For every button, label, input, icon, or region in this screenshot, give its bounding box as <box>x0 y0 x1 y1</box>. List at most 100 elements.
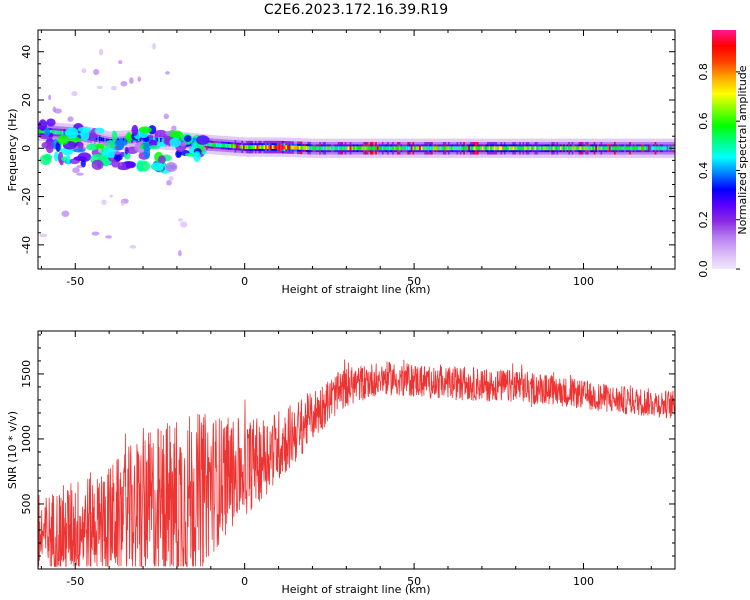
spectrogram-cell <box>305 146 308 150</box>
spectrogram-cell <box>456 146 459 151</box>
spectrogram-speckle <box>91 231 100 236</box>
spectrogram-cell <box>334 146 337 151</box>
spectrogram-blob <box>196 135 210 145</box>
spectrogram-cell <box>288 145 291 150</box>
spectrogram-cell <box>353 146 356 151</box>
spectrogram-cell <box>275 145 278 150</box>
spectrogram-cell <box>375 146 378 151</box>
spectrogram-cell <box>597 146 600 151</box>
spectrogram-speckle <box>180 221 188 228</box>
spectrogram-cell <box>476 146 479 151</box>
spectrogram-cell <box>63 131 66 135</box>
spectrogram-blob <box>77 126 92 133</box>
spectrogram-cell <box>444 146 447 151</box>
spectrogram-cell <box>586 146 589 151</box>
spectrogram-cell <box>632 146 635 151</box>
snr-xtick-label: 100 <box>573 575 594 588</box>
spectrogram-cell <box>227 143 230 148</box>
spectrogram-cell <box>100 137 103 142</box>
spectrogram-speckle <box>165 71 170 75</box>
spectrogram-cell <box>529 146 532 151</box>
spectrogram-cell <box>517 146 520 151</box>
spectrogram-cell <box>654 146 657 151</box>
spectrogram-cell <box>581 146 584 151</box>
spectrogram-cell <box>644 146 647 151</box>
spectrogram-cell <box>417 146 420 151</box>
spectrogram-cell <box>571 146 574 151</box>
spectrogram-blob <box>43 153 52 161</box>
spectrogram-axes: -50 0 50 100 -40 -20 0 20 40 <box>20 30 675 288</box>
spectrogram-cell <box>332 146 335 151</box>
spectrogram-ytick-label: -40 <box>20 236 33 254</box>
spectrogram-cell <box>207 142 210 147</box>
spectrogram-cell <box>429 146 432 151</box>
spectrogram-cell <box>515 146 518 151</box>
spectrogram-cell <box>412 146 415 151</box>
spectrogram-blob <box>124 146 129 155</box>
spectrogram-cell <box>639 146 642 151</box>
spectrogram-speckle <box>76 172 84 176</box>
spectrogram-cell <box>392 146 395 151</box>
spectrogram-cell <box>661 146 664 151</box>
spectrogram-speckle <box>97 148 102 153</box>
spectrogram-cell <box>222 143 225 148</box>
colorbar-tick-label: 0.4 <box>697 162 710 180</box>
spectrogram-cell <box>124 138 127 142</box>
spectrogram-cell <box>370 146 373 151</box>
spectrogram-cell <box>273 145 276 150</box>
spectrogram-cell <box>39 129 42 134</box>
spectrogram-cell <box>656 146 659 151</box>
spectrogram-speckle <box>129 245 137 249</box>
spectrogram-cell <box>97 136 100 141</box>
spectrogram-cell <box>446 146 449 151</box>
spectrogram-blob <box>38 119 48 131</box>
spectrogram-cell <box>475 146 478 151</box>
spectrogram-cell <box>237 144 240 149</box>
spectrogram-speckle <box>129 77 134 85</box>
spectrogram-blob <box>95 143 105 150</box>
spectrogram-cell <box>602 146 605 151</box>
spectrogram-cell <box>248 145 251 150</box>
spectrogram-cell <box>549 146 552 151</box>
spectrogram-blob <box>136 160 151 172</box>
spectrogram-cell <box>327 146 330 151</box>
snr-xlabel: Height of straight line (km) <box>281 583 430 596</box>
spectrogram-cell <box>153 137 156 142</box>
spectrogram-cell <box>605 146 608 151</box>
spectrogram-cell <box>151 137 154 142</box>
spectrogram-cell <box>575 146 578 151</box>
spectrogram-cell <box>554 146 557 151</box>
spectrogram-cell <box>49 130 52 134</box>
spectrogram-cell <box>453 146 456 151</box>
spectrogram-cell <box>56 130 59 135</box>
spectrogram-cell <box>473 146 476 151</box>
spectrogram-cell <box>253 145 256 150</box>
spectrogram-cell <box>342 146 345 151</box>
snr-ylabel: SNR (10 * v/v) <box>6 411 19 489</box>
spectrogram-speckle <box>166 180 172 186</box>
spectrogram-cell <box>205 142 208 147</box>
spectrogram-cell <box>239 144 242 149</box>
spectrogram-cell <box>339 146 342 151</box>
spectrogram-cell <box>376 146 379 151</box>
spectrogram-cell <box>251 145 254 150</box>
spectrogram-blob <box>57 151 64 164</box>
spectrogram-cell <box>398 146 401 151</box>
spectrogram-cell <box>351 146 354 151</box>
spectrogram-blob <box>138 126 152 134</box>
spectrogram-ytick-label: 0 <box>20 145 33 152</box>
spectrogram-cell <box>410 146 413 151</box>
spectrogram-cell <box>583 146 586 151</box>
spectrogram-cell <box>102 137 105 142</box>
spectrogram-blob <box>184 135 192 143</box>
spectrogram-cell <box>231 144 234 149</box>
spectrogram-cell <box>647 146 650 151</box>
spectrogram-cell <box>568 146 571 151</box>
spectrogram-cell <box>495 146 498 151</box>
spectrogram-cell <box>263 145 266 150</box>
spectrogram-cell <box>298 145 301 150</box>
spectrogram-cell <box>388 146 391 151</box>
spectrogram-cell <box>542 146 545 151</box>
spectrogram-cell <box>598 146 601 151</box>
spectrogram-cell <box>483 146 486 151</box>
